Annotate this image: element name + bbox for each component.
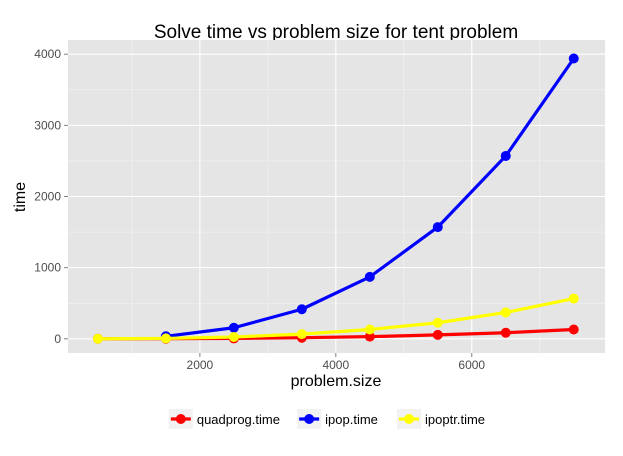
legend-key-point	[175, 414, 186, 424]
data-point	[296, 329, 307, 340]
data-point	[500, 150, 511, 161]
legend-key-point	[304, 414, 315, 424]
data-point	[364, 271, 375, 282]
data-point	[364, 331, 375, 342]
series-group	[92, 53, 579, 344]
data-point	[364, 324, 375, 335]
x-tick-label: 6000	[458, 358, 485, 372]
y-tick-label: 2000	[34, 190, 61, 204]
data-point	[500, 307, 511, 318]
data-point	[160, 333, 171, 344]
legend-item: ipoptr.time	[397, 409, 485, 429]
data-point	[296, 304, 307, 315]
series-ipoptr-time	[92, 293, 579, 344]
legend-key-point	[404, 414, 415, 424]
y-axis-title: time	[12, 182, 29, 212]
data-point	[432, 329, 443, 340]
y-tick-label: 0	[54, 332, 61, 346]
x-tick-label: 2000	[187, 358, 214, 372]
y-tick-label: 4000	[34, 47, 61, 61]
series-ipop-time	[160, 53, 579, 342]
data-point	[92, 333, 103, 344]
data-point	[568, 293, 579, 304]
y-tick-label: 1000	[34, 261, 61, 275]
legend-item: ipop.time	[297, 409, 378, 429]
legend-label: quadprog.time	[197, 412, 280, 427]
legend-item: quadprog.time	[168, 409, 280, 429]
data-point	[568, 53, 579, 64]
legend-label: ipop.time	[325, 412, 378, 427]
x-axis-title: problem.size	[291, 373, 382, 390]
x-axis-ticks: 2000 4000 6000	[187, 353, 485, 372]
legend-label: ipoptr.time	[425, 412, 485, 427]
data-point	[432, 317, 443, 328]
legend: quadprog.time ipop.time ipoptr.time	[168, 409, 485, 429]
data-point	[500, 327, 511, 338]
x-tick-label: 4000	[322, 358, 349, 372]
series-line	[97, 297, 575, 341]
data-point	[228, 331, 239, 342]
data-point	[228, 322, 239, 333]
data-point	[432, 222, 443, 233]
y-axis-ticks: 0 1000 2000 3000 4000	[34, 47, 68, 346]
chart-title: Solve time vs problem size for tent prob…	[154, 22, 518, 43]
y-tick-label: 3000	[34, 118, 61, 132]
data-point	[568, 324, 579, 335]
